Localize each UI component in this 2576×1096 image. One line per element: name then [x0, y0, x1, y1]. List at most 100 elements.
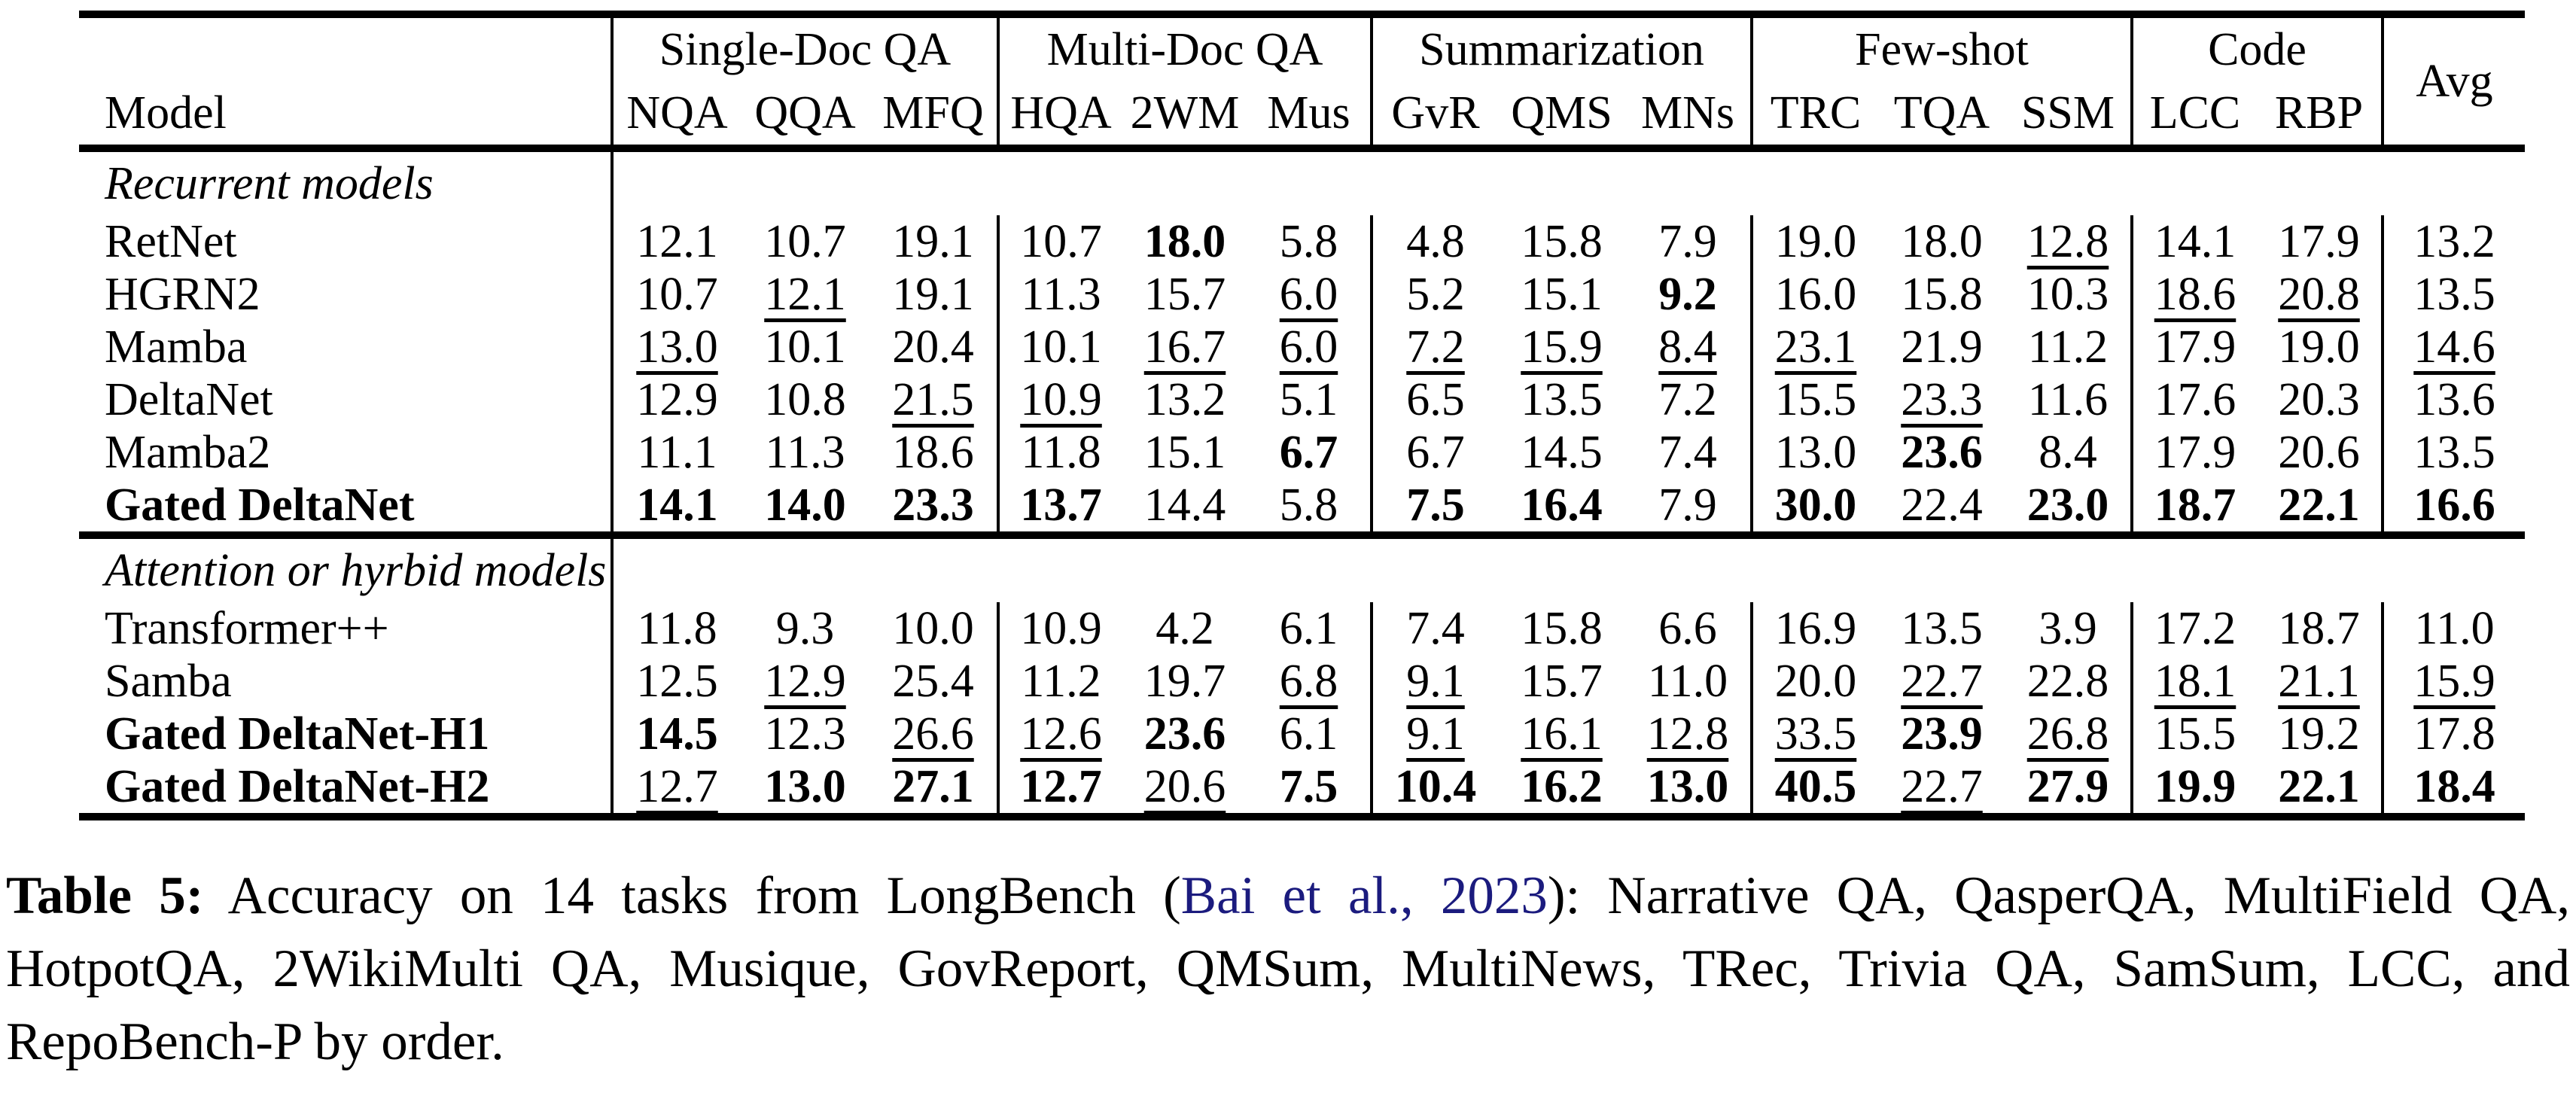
group-header-multi-doc-qa: Multi-Doc QA — [997, 18, 1372, 81]
score-cell: 20.4 — [892, 321, 974, 373]
group-header-summarization: Summarization — [1370, 18, 1752, 81]
score-cell: 11.2 — [2027, 321, 2109, 373]
column-header-tqa: TQA — [1893, 87, 1990, 139]
score-cell: 19.0 — [2278, 321, 2360, 373]
score-cell: 7.2 — [1658, 374, 1717, 425]
section-divider-rule — [79, 813, 2525, 820]
score-cell: 15.7 — [1521, 656, 1603, 707]
score-cell: 16.2 — [1521, 761, 1603, 812]
score-cell: 6.8 — [1279, 656, 1338, 707]
score-cell: 40.5 — [1750, 760, 1878, 813]
score-cell: 19.2 — [2278, 708, 2360, 760]
score-cell: 17.9 — [2130, 321, 2257, 373]
score-cell: 23.3 — [1901, 374, 1983, 425]
score-cell: 12.6 — [997, 708, 1122, 760]
score-cell: 11.1 — [611, 426, 741, 479]
score-cell: 19.7 — [1143, 656, 1226, 707]
score-cell: 7.4 — [1370, 602, 1498, 655]
group-header-single-doc-qa: Single-Doc QA — [611, 18, 998, 81]
table-row: Mamba2 11.1 11.3 18.6 11.8 15.1 6.7 6.7 14.5 7.4 1… — [79, 426, 2525, 479]
group-header-code: Code — [2130, 18, 2383, 81]
column-header-gvr: GvR — [1370, 81, 1498, 145]
score-cell: 18.6 — [892, 427, 974, 478]
table-body: Recurrent models RetNet 12.1 10.7 19.1 10.7 18… — [79, 152, 2525, 820]
citation-link[interactable]: Bai et al., 2023 — [1180, 866, 1548, 925]
score-cell: 13.0 — [1646, 761, 1729, 812]
score-cell: 15.8 — [1901, 269, 1983, 320]
score-cell: 5.8 — [1279, 216, 1338, 267]
score-cell: 15.7 — [1143, 269, 1226, 320]
score-cell: 13.5 — [2381, 426, 2525, 479]
score-cell: 26.6 — [892, 708, 974, 760]
score-cell: 11.3 — [997, 268, 1122, 321]
column-header-mfq: MFQ — [882, 87, 984, 139]
score-cell: 27.9 — [2026, 761, 2109, 812]
score-cell: 4.2 — [1156, 603, 1214, 654]
score-cell: 13.0 — [764, 761, 846, 812]
table-row: Samba 12.5 12.9 25.4 11.2 19.7 6.8 9.1 15.7 11.0 2… — [79, 655, 2525, 708]
table-row: Transformer++ 11.8 9.3 10.0 10.9 4.2 6.1 7.4 15.… — [79, 602, 2525, 655]
score-cell: 13.0 — [1750, 426, 1878, 479]
model-name-cell: Gated DeltaNet-H2 — [105, 761, 490, 812]
table-header: Single-Doc QA Multi-Doc QA Summarization… — [79, 11, 2525, 152]
score-cell: 12.5 — [611, 655, 741, 708]
table-row: RetNet 12.1 10.7 19.1 10.7 18.0 5.8 4.8 15.8 7.9 1… — [79, 215, 2525, 268]
score-cell: 6.6 — [1658, 603, 1717, 654]
score-cell: 23.6 — [1901, 427, 1983, 478]
score-cell: 7.5 — [1370, 479, 1498, 531]
score-cell: 16.6 — [2381, 479, 2525, 531]
score-cell: 10.1 — [764, 321, 846, 373]
score-cell: 12.8 — [1646, 708, 1729, 760]
score-cell: 10.0 — [892, 603, 974, 654]
column-header-qqa: QQA — [754, 87, 856, 139]
table-row: DeltaNet 12.9 10.8 21.5 10.9 13.2 5.1 6.5 13.5 7.… — [79, 373, 2525, 426]
score-cell: 17.8 — [2381, 708, 2525, 760]
score-cell: 13.5 — [1901, 603, 1983, 654]
score-cell: 12.9 — [764, 656, 846, 707]
model-header-spacer — [79, 18, 612, 81]
table-caption: Table 5: Accuracy on 14 tasks from LongB… — [6, 860, 2570, 1079]
group-header-row: Single-Doc QA Multi-Doc QA Summarization… — [79, 18, 2525, 145]
score-cell: 7.4 — [1658, 427, 1717, 478]
score-cell: 11.8 — [611, 602, 741, 655]
table-row: Mamba 13.0 10.1 20.4 10.1 16.7 6.0 7.2 15.9 8.4 23… — [79, 321, 2525, 373]
score-cell: 19.1 — [892, 216, 974, 267]
horizontal-rule — [79, 813, 2525, 820]
score-cell: 18.7 — [2130, 479, 2257, 531]
score-cell: 7.5 — [1279, 761, 1338, 812]
score-cell: 12.3 — [764, 708, 846, 760]
score-cell: 15.8 — [1521, 216, 1603, 267]
score-cell: 11.8 — [997, 426, 1122, 479]
score-cell: 8.4 — [2039, 427, 2097, 478]
model-name-cell: Samba — [105, 656, 232, 707]
score-cell: 12.1 — [611, 215, 741, 268]
score-cell: 10.9 — [997, 373, 1122, 426]
score-cell: 22.1 — [2278, 761, 2360, 812]
column-header-nqa: NQA — [611, 81, 741, 145]
score-cell: 16.4 — [1521, 480, 1603, 531]
model-name-cell: Transformer++ — [105, 603, 389, 654]
model-name-cell: RetNet — [105, 216, 237, 267]
score-cell: 18.4 — [2381, 760, 2525, 813]
model-name-cell: Gated DeltaNet — [105, 480, 415, 531]
score-cell: 10.7 — [611, 268, 741, 321]
score-cell: 3.9 — [2039, 603, 2097, 654]
section-title-spacer — [611, 539, 2525, 602]
score-cell: 13.2 — [1143, 374, 1226, 425]
column-header-mns: MNs — [1640, 87, 1735, 139]
score-cell: 15.1 — [1521, 269, 1603, 320]
score-cell: 14.5 — [611, 708, 741, 760]
score-cell: 20.8 — [2278, 269, 2360, 320]
column-header-lcc: LCC — [2130, 81, 2257, 145]
caption-label: Table 5: — [6, 866, 204, 925]
score-cell: 23.0 — [2026, 480, 2109, 531]
score-cell: 12.1 — [764, 269, 846, 320]
score-cell: 17.2 — [2130, 602, 2257, 655]
score-cell: 16.1 — [1521, 708, 1603, 760]
score-cell: 5.1 — [1279, 374, 1338, 425]
horizontal-rule — [79, 145, 2525, 152]
score-cell: 23.9 — [1901, 708, 1983, 760]
column-header-trc: TRC — [1750, 81, 1878, 145]
score-cell: 5.2 — [1370, 268, 1498, 321]
score-cell: 6.5 — [1370, 373, 1498, 426]
